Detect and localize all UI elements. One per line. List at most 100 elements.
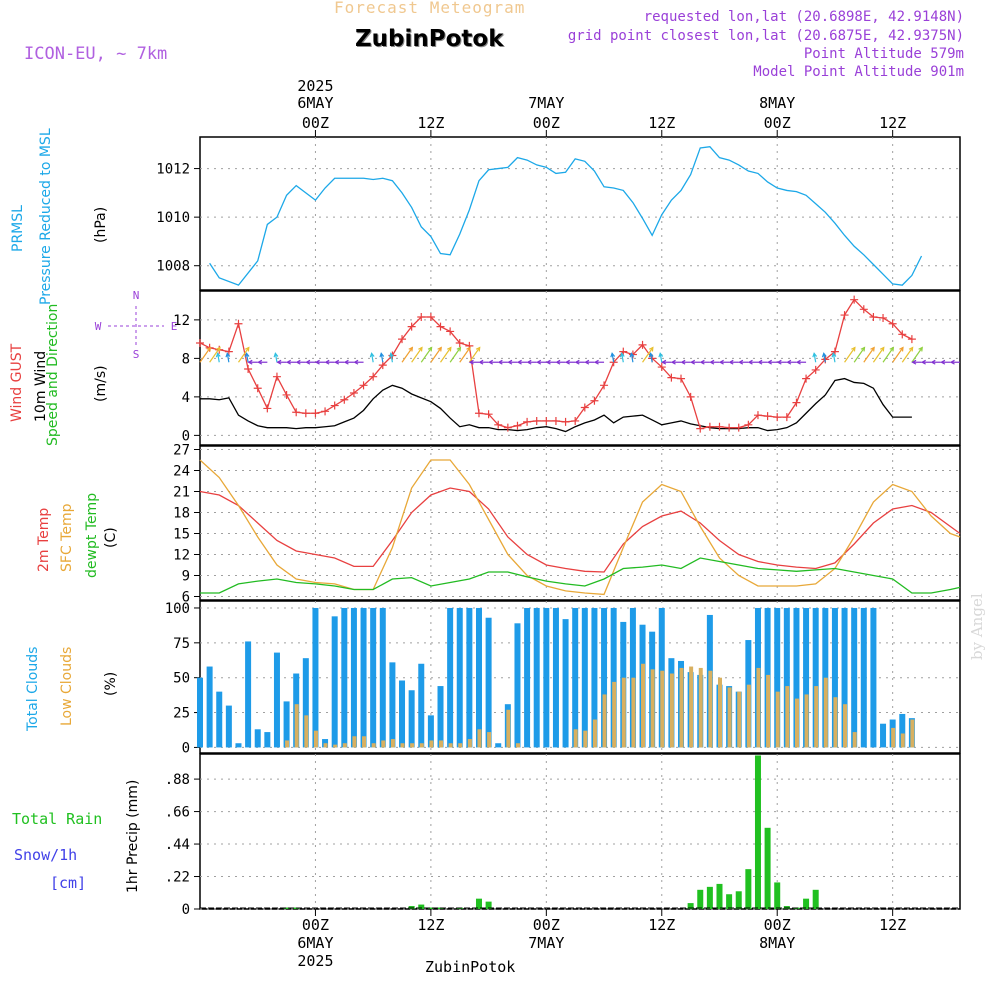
panel-frame xyxy=(199,445,961,601)
y-tick-label: 8 xyxy=(182,351,190,367)
total-cloud-bar xyxy=(408,690,415,748)
wind-arrow-head xyxy=(593,359,599,365)
total-cloud-bar xyxy=(216,691,223,748)
wind-arrow-head xyxy=(456,346,462,352)
gust-marker xyxy=(253,384,262,393)
wind-arrow-head xyxy=(487,359,494,365)
wind-arrow-head xyxy=(728,359,734,365)
low-cloud-bar xyxy=(746,684,751,748)
gust-marker xyxy=(340,395,349,404)
gust-marker xyxy=(301,409,310,418)
wind-arrow-head xyxy=(215,352,221,358)
x-tick-label-bottom: 00Z xyxy=(764,916,791,934)
x-tick-label-bottom: 12Z xyxy=(879,916,906,934)
gust-marker xyxy=(888,319,897,328)
low-cloud-bar xyxy=(448,743,453,748)
gust-marker xyxy=(850,295,859,304)
wind-arrow-head xyxy=(285,359,292,365)
low-cloud-bar xyxy=(689,666,694,748)
low-cloud-bar xyxy=(785,686,790,748)
wind-arrow-head xyxy=(446,346,452,352)
total-cloud-bar xyxy=(572,607,579,748)
low-cloud-bar xyxy=(458,743,463,748)
wind-direction-arrow xyxy=(430,347,442,363)
gust-marker xyxy=(763,412,772,421)
wind-arrow-head xyxy=(795,359,801,365)
total-cloud-bar xyxy=(331,616,338,748)
gust-marker xyxy=(359,381,368,390)
total-cloud-bar xyxy=(774,607,781,748)
total-cloud-bar xyxy=(437,686,444,748)
wind-arrow-head xyxy=(629,352,635,358)
total-cloud-bar xyxy=(389,662,396,748)
x-tick-label-bottom: 12Z xyxy=(648,916,675,934)
y-tick-label: 0 xyxy=(182,428,190,444)
low-cloud-bar xyxy=(439,740,444,748)
wind-direction-arrow xyxy=(621,353,624,363)
x-date-label-bottom: 6MAY xyxy=(297,934,333,952)
low-cloud-bar xyxy=(285,740,290,748)
low-cloud-bar xyxy=(775,691,780,748)
wind-arrow-head xyxy=(536,359,542,365)
total-cloud-bar xyxy=(206,666,213,748)
wind-arrow-head xyxy=(930,359,936,365)
low-cloud-bar xyxy=(660,670,665,748)
rain-bar xyxy=(697,889,704,909)
rain-bar xyxy=(774,882,781,909)
wind-direction-arrow xyxy=(853,347,865,363)
wind-direction-arrow xyxy=(863,347,875,363)
wind-arrow-head xyxy=(516,359,522,365)
wind-direction-arrow xyxy=(440,347,452,363)
total-cloud-bar xyxy=(841,607,848,748)
total-cloud-bar xyxy=(783,607,790,748)
wind-arrow-head xyxy=(661,359,667,365)
gust-marker xyxy=(263,404,272,413)
series-10m-wind xyxy=(200,377,912,433)
wind-direction-arrow xyxy=(468,347,481,363)
x-tick-label-top: 00Z xyxy=(302,114,329,132)
wind-arrow-head xyxy=(555,359,561,365)
wind-direction-arrow xyxy=(226,353,230,363)
gust-marker xyxy=(744,420,753,429)
total-cloud-bar xyxy=(312,607,319,748)
low-cloud-bar xyxy=(823,677,828,748)
wind-arrow-head xyxy=(369,352,375,358)
wind-arrow-head xyxy=(418,346,423,352)
gust-marker xyxy=(321,407,330,416)
gust-marker xyxy=(840,311,849,320)
low-cloud-bar xyxy=(814,686,819,748)
gust-marker xyxy=(580,403,589,412)
y-tick-label: 12 xyxy=(173,548,190,564)
low-cloud-bar xyxy=(708,670,713,748)
low-cloud-bar xyxy=(313,730,318,748)
wind-arrow-head xyxy=(821,352,827,358)
x-tick-label-bottom: 12Z xyxy=(417,916,444,934)
gust-marker xyxy=(590,396,599,405)
wind-arrow-head xyxy=(295,359,301,365)
gust-marker xyxy=(398,335,407,344)
x-date-label-bottom: 7MAY xyxy=(528,934,564,952)
series-dewpt-temp xyxy=(200,557,961,594)
wind-arrow-head xyxy=(699,359,705,365)
total-cloud-bar xyxy=(533,607,540,748)
gust-marker xyxy=(455,338,464,347)
low-cloud-bar xyxy=(410,743,415,748)
gust-marker xyxy=(532,416,541,425)
total-cloud-bar xyxy=(485,617,492,748)
wind-direction-arrow xyxy=(237,347,250,363)
wind-direction-arrow xyxy=(611,353,615,363)
wind-direction-arrow xyxy=(844,347,856,363)
total-cloud-bar xyxy=(591,607,598,748)
gust-marker xyxy=(330,401,339,410)
total-cloud-bar xyxy=(870,607,877,748)
total-cloud-bar xyxy=(831,607,838,748)
rain-bar xyxy=(706,886,713,909)
wind-direction-arrow xyxy=(217,353,220,363)
y-tick-label: 9 xyxy=(182,569,190,585)
low-cloud-bar xyxy=(429,740,434,748)
total-cloud-bar xyxy=(418,663,425,748)
wind-arrow-head xyxy=(408,346,414,352)
wind-direction-arrow xyxy=(199,347,211,363)
low-cloud-bar xyxy=(621,677,626,748)
low-cloud-bar xyxy=(352,736,357,748)
